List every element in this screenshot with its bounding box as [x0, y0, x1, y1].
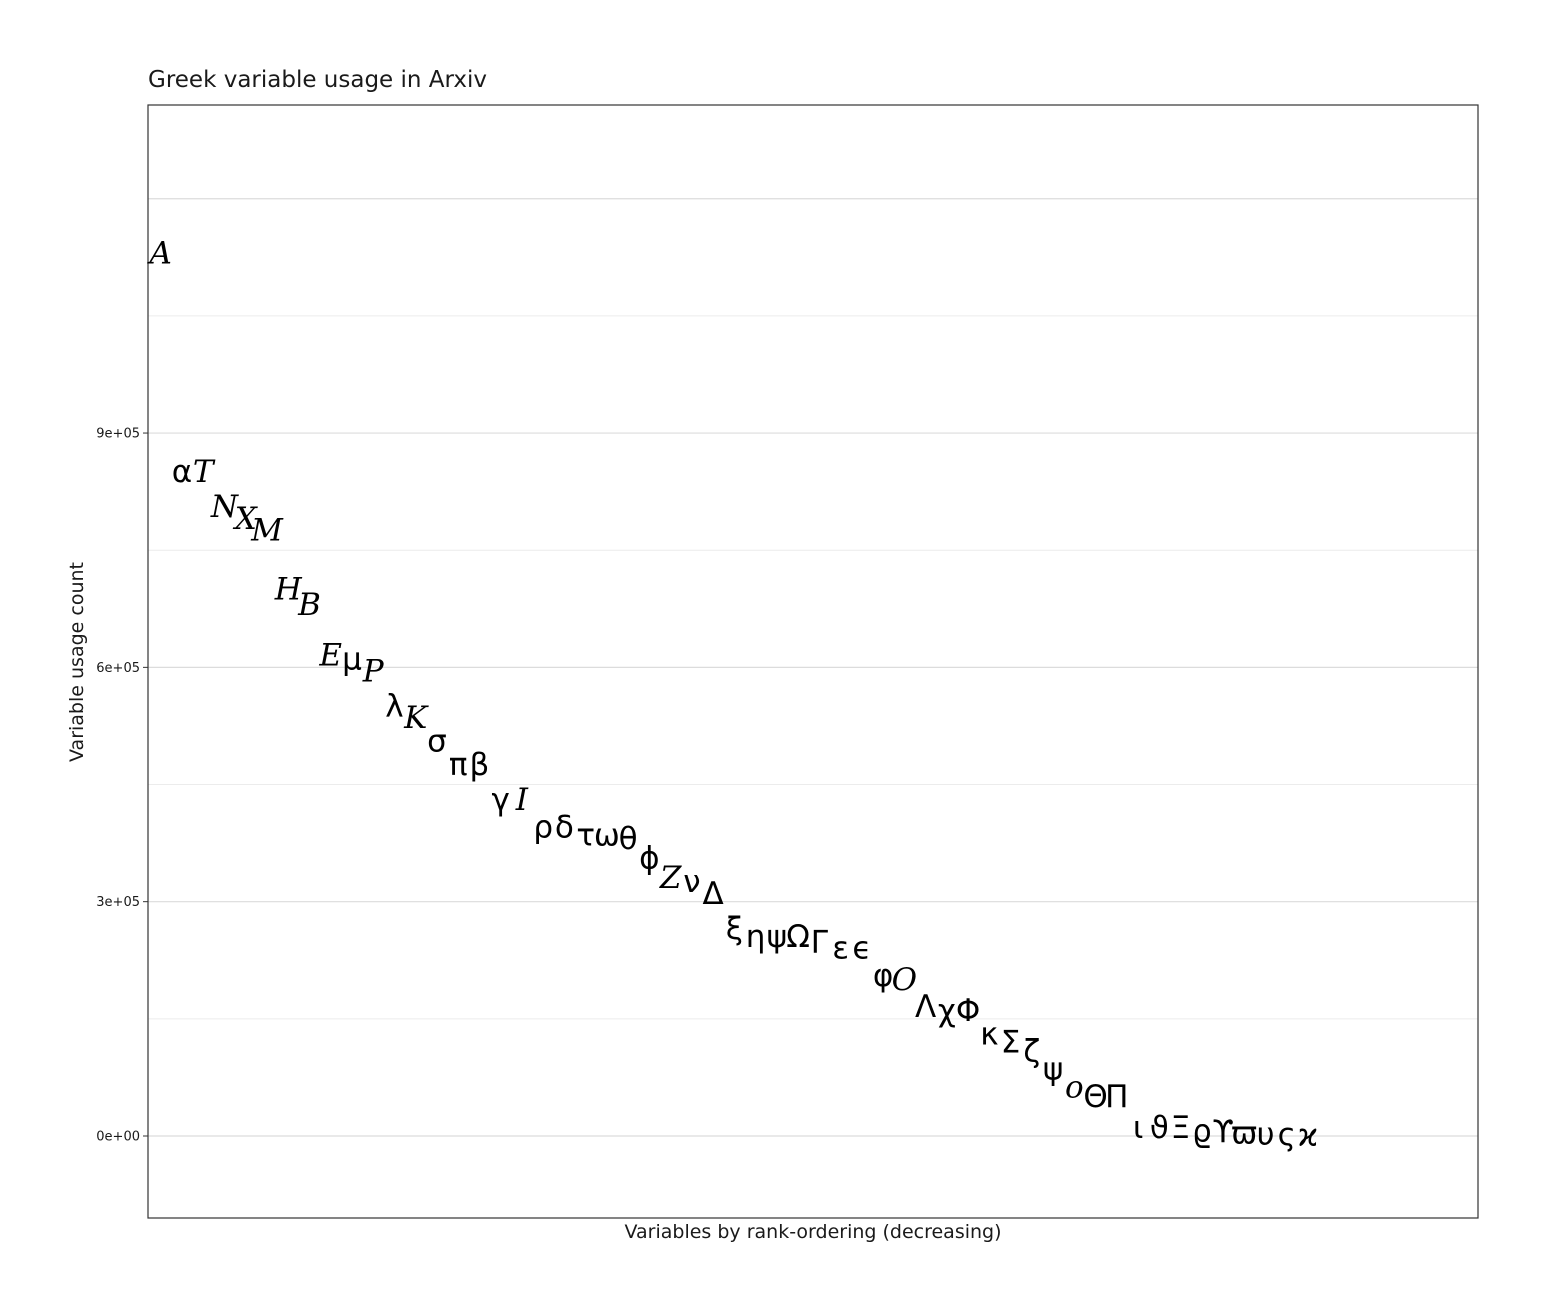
y-tick-label: 0e+00 — [96, 1129, 140, 1144]
grid-lines — [148, 198, 1478, 1137]
point-glyph: ϱ — [1192, 1113, 1212, 1149]
point-glyph: I — [515, 782, 529, 818]
point-glyph: ϵ — [852, 931, 871, 967]
point-glyph: N — [210, 489, 240, 525]
point-glyph: ϕ — [639, 841, 659, 877]
x-axis-label: Variables by rank-ordering (decreasing) — [624, 1221, 1001, 1243]
y-tick-label: 9e+05 — [96, 427, 140, 442]
plot-frame — [147, 104, 1479, 1219]
point-glyph: E — [318, 638, 342, 674]
point-glyph: λ — [385, 688, 403, 724]
point-glyph: ϑ — [1150, 1110, 1169, 1146]
point-glyph: Σ — [1001, 1024, 1021, 1060]
point-glyph: H — [274, 571, 303, 607]
point-glyph: ξ — [726, 911, 743, 947]
point-glyph: Γ — [811, 924, 829, 960]
point-glyph: ε — [832, 931, 849, 967]
y-axis: 0e+00 3e+05 6e+05 9e+05 — [96, 427, 148, 1144]
point-glyph: ζ — [1023, 1034, 1040, 1070]
point-glyph: γ — [492, 782, 510, 818]
point-glyph: o — [1065, 1070, 1084, 1106]
point-glyph: ς — [1278, 1117, 1296, 1153]
point-glyph: K — [403, 700, 429, 736]
point-glyph: Λ — [915, 989, 936, 1025]
point-glyph: σ — [427, 724, 447, 760]
point-glyph: X — [233, 501, 259, 537]
point-glyph: Π — [1105, 1079, 1128, 1115]
point-glyph: θ — [619, 821, 638, 857]
point-glyph: υ — [1257, 1116, 1275, 1152]
point-glyph: φ — [873, 958, 893, 994]
point-glyph: δ — [555, 809, 574, 845]
point-glyph: κ — [980, 1016, 998, 1052]
y-tick-label: 3e+05 — [96, 895, 140, 910]
point-glyph: Ξ — [1171, 1110, 1191, 1146]
y-axis-label: Variable usage count — [66, 562, 88, 762]
point-glyph: A — [147, 235, 172, 271]
point-glyph: β — [470, 747, 490, 783]
point-glyph: ϖ — [1231, 1116, 1257, 1152]
point-glyph: B — [297, 587, 321, 623]
point-glyph: τ — [576, 817, 595, 853]
point-glyph: ν — [683, 864, 700, 900]
point-glyph: ρ — [533, 809, 553, 845]
point-glyph: ι — [1133, 1110, 1144, 1146]
point-glyph: χ — [938, 993, 956, 1029]
point-glyph: Φ — [956, 993, 980, 1029]
point-glyph: ψ — [767, 919, 787, 955]
point-glyph: μ — [342, 642, 362, 678]
point-glyph: Δ — [703, 876, 724, 912]
point-glyph: Θ — [1083, 1079, 1107, 1115]
point-glyph: ψ — [1043, 1052, 1063, 1088]
point-glyph: π — [449, 747, 468, 783]
point-glyph: O — [892, 962, 917, 998]
point-glyph: Z — [659, 860, 682, 896]
point-glyph: ω — [594, 817, 620, 853]
y-tick-label: 6e+05 — [96, 661, 140, 676]
point-glyph: η — [746, 919, 766, 955]
point-glyph: ϰ — [1298, 1117, 1319, 1153]
point-glyph: α — [172, 454, 192, 490]
point-glyph: Ω — [786, 919, 810, 955]
point-glyph: M — [250, 513, 284, 549]
point-glyph: T — [193, 454, 216, 490]
chart-title: Greek variable usage in Arxiv — [148, 67, 487, 93]
point-glyph: P — [362, 653, 385, 689]
point-glyph: ϒ — [1212, 1114, 1234, 1150]
